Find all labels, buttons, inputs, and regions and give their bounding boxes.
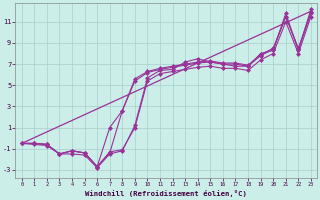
X-axis label: Windchill (Refroidissement éolien,°C): Windchill (Refroidissement éolien,°C) — [85, 190, 247, 197]
